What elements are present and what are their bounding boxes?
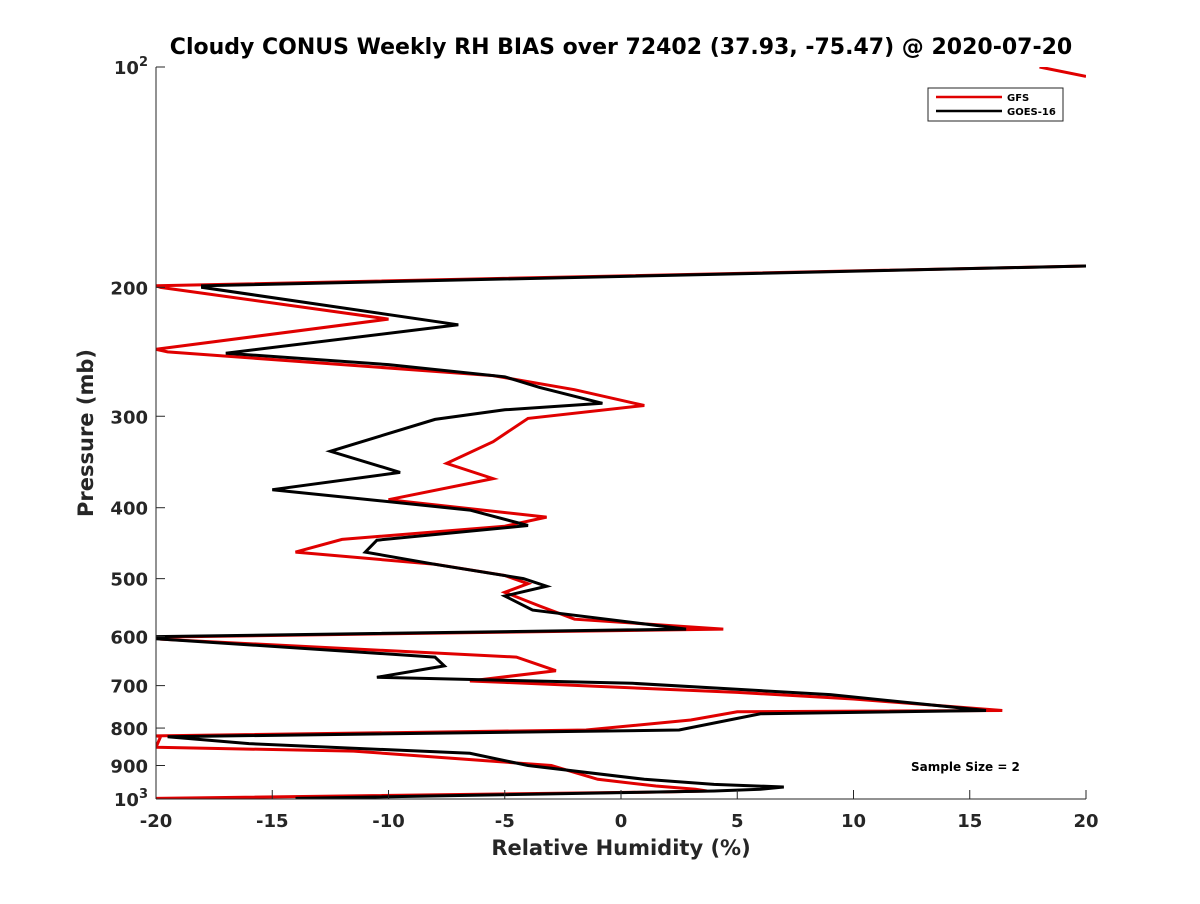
y-tick-label: 200	[110, 278, 148, 299]
y-tick-label: 800	[110, 719, 148, 740]
y-tick-label: 700	[110, 677, 148, 698]
x-ticks: -20 -15 -10 -5 0 5 10 15 20	[140, 790, 1099, 832]
y-tick-label: 900	[110, 757, 148, 778]
sample-size-annotation: Sample Size = 2	[911, 760, 1020, 774]
y-tick-label: 500	[110, 570, 148, 591]
x-tick-label: 20	[1073, 811, 1098, 832]
x-tick-label: -10	[372, 811, 405, 832]
y-axis-label: Pressure (mb)	[74, 349, 98, 517]
x-tick-label: -5	[495, 811, 515, 832]
y-tick-label: 400	[110, 499, 148, 520]
legend-box	[927, 87, 1064, 122]
legend-label-gfs: GFS	[1007, 93, 1029, 104]
x-tick-label: -15	[256, 811, 289, 832]
series-line-goes-16	[156, 264, 1086, 799]
y-tick-label: 600	[110, 628, 148, 649]
x-tick-label: 0	[615, 811, 628, 832]
x-tick-label: 15	[957, 811, 982, 832]
series-layer	[156, 67, 1086, 799]
y-tick-label: 300	[110, 407, 148, 428]
legend: GFS GOES-16	[927, 87, 1064, 122]
x-axis-label: Relative Humidity (%)	[491, 836, 750, 860]
plot-area: -20 -15 -10 -5 0 5 10 15 20 10220030040050060070…	[110, 55, 1098, 832]
legend-label-goes16: GOES-16	[1007, 107, 1056, 118]
x-tick-label: -20	[140, 811, 173, 832]
chart-title: Cloudy CONUS Weekly RH BIAS over 72402 (…	[170, 35, 1072, 60]
x-tick-label: 10	[841, 811, 866, 832]
x-tick-label: 5	[731, 811, 744, 832]
